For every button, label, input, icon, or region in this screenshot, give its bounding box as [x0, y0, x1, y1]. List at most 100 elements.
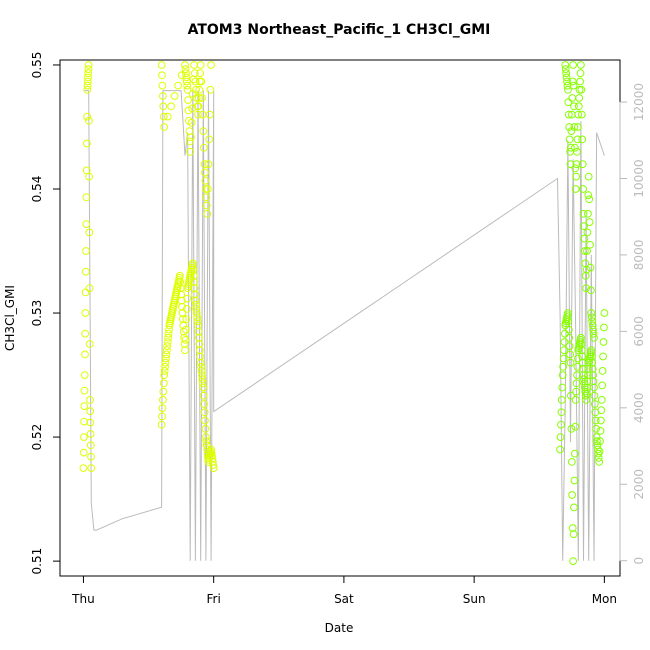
data-point: [191, 296, 200, 305]
data-point: [587, 313, 596, 322]
data-point: [179, 321, 188, 330]
data-point: [577, 85, 586, 94]
data-point: [164, 333, 173, 342]
data-point: [194, 327, 203, 336]
data-point: [200, 408, 209, 417]
data-point: [197, 367, 206, 375]
data-point: [590, 383, 598, 392]
data-point: [586, 263, 595, 272]
data-point: [199, 391, 208, 400]
data-point: [566, 160, 575, 169]
data-point: [589, 329, 598, 338]
data-point: [599, 352, 607, 361]
data-point: [160, 371, 169, 380]
data-point: [600, 323, 608, 332]
data-point: [596, 437, 604, 446]
data-point: [198, 94, 206, 102]
data-point: [568, 524, 577, 532]
data-points: [79, 61, 609, 565]
data-point: [202, 193, 211, 202]
data-point: [178, 309, 187, 317]
data-point: [190, 69, 199, 78]
data-point: [83, 139, 91, 148]
data-point: [579, 209, 588, 218]
data-point: [579, 365, 587, 373]
data-point: [208, 458, 217, 466]
data-point: [159, 396, 167, 404]
data-point: [198, 379, 207, 388]
data-point: [183, 294, 192, 303]
data-point: [182, 69, 190, 78]
data-point: [594, 445, 602, 454]
data-point: [565, 123, 574, 131]
data-point: [86, 396, 94, 404]
data-point: [85, 340, 94, 348]
data-point: [183, 81, 192, 90]
data-point: [182, 315, 191, 324]
data-point: [182, 73, 191, 82]
data-point: [572, 172, 581, 181]
data-point: [572, 160, 581, 169]
data-point: [192, 94, 201, 102]
data-point: [193, 313, 202, 322]
data-point: [595, 447, 604, 456]
data-point: [202, 433, 210, 442]
data-point: [574, 354, 582, 363]
data-point: [81, 350, 89, 359]
data-point: [189, 271, 198, 280]
data-point: [85, 284, 94, 293]
data-point: [81, 309, 90, 317]
data-point: [164, 329, 173, 338]
data-point: [558, 371, 567, 380]
data-point: [86, 430, 95, 438]
data-point: [80, 402, 89, 411]
data-point: [585, 218, 594, 227]
data-point: [202, 441, 211, 450]
data-point: [79, 448, 88, 457]
data-point: [575, 94, 584, 102]
data-point: [84, 73, 92, 82]
data-point: [569, 530, 578, 539]
data-point: [576, 77, 584, 86]
data-point: [160, 367, 169, 375]
data-point: [578, 352, 587, 361]
data-point: [190, 61, 199, 69]
data-point: [180, 340, 189, 348]
y2-tick-label: 12000: [632, 83, 646, 121]
data-point: [189, 265, 198, 274]
data-point: [158, 81, 167, 90]
data-point: [80, 371, 89, 380]
data-point: [574, 110, 583, 119]
data-point: [584, 371, 592, 380]
y-tick-label: 0.52: [30, 424, 44, 451]
data-point: [195, 340, 204, 348]
data-point: [159, 387, 168, 396]
data-point: [208, 451, 216, 460]
x-tick-label: Sat: [334, 592, 354, 606]
data-point: [207, 445, 216, 454]
data-point: [568, 77, 577, 86]
data-point: [597, 416, 605, 425]
data-point: [158, 71, 166, 80]
data-point: [571, 164, 580, 173]
data-point: [569, 81, 578, 90]
data-point: [590, 333, 598, 342]
data-point: [571, 422, 580, 431]
data-point: [84, 65, 93, 73]
data-point: [571, 396, 580, 404]
data-point: [571, 143, 579, 152]
data-point: [571, 185, 580, 193]
data-point: [80, 386, 89, 395]
data-point: [207, 448, 216, 457]
data-point: [157, 61, 166, 69]
data-point: [564, 85, 572, 94]
data-point: [183, 85, 192, 94]
data-point: [82, 193, 91, 202]
data-point: [599, 338, 608, 346]
data-point: [194, 102, 203, 111]
data-point: [195, 94, 203, 102]
data-point: [199, 383, 208, 392]
data-point: [570, 503, 578, 512]
data-point: [205, 110, 214, 119]
data-point: [557, 420, 565, 429]
